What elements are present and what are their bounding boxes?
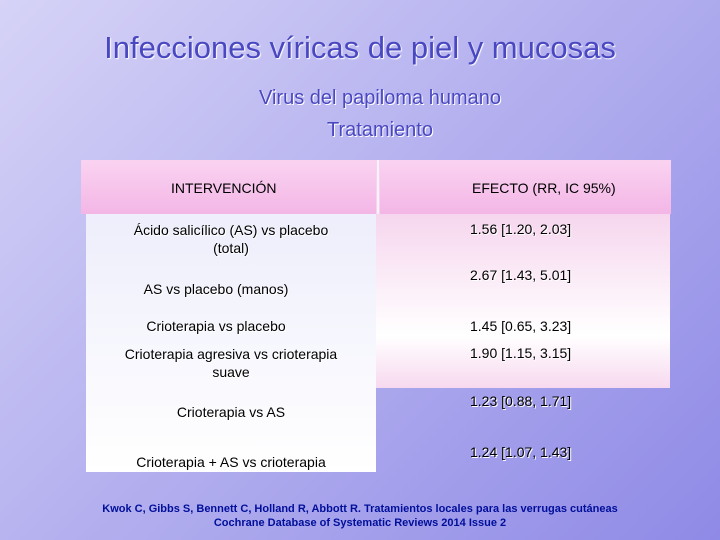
intervention-cell: Ácido salicílico (AS) vs placebo (total) bbox=[133, 222, 329, 256]
effect-cell: 1.45 [0.65, 3.23] bbox=[470, 318, 572, 334]
citation-source: Cochrane Database of Systematic Reviews … bbox=[213, 517, 507, 529]
citation-authors: Kwok C, Gibbs S, Bennett C, Holland R, A… bbox=[102, 503, 618, 515]
table-header-row: INTERVENCIÓN EFECTO (RR, IC 95%) bbox=[81, 160, 671, 214]
header-intervention: INTERVENCIÓN bbox=[171, 180, 277, 196]
effect-cell: 1.23 [0.88, 1.71] bbox=[470, 393, 572, 409]
intervention-column bbox=[86, 214, 376, 472]
effect-cell: 1.24 [1.07, 1.43] bbox=[470, 444, 572, 460]
effect-cell: 1.90 [1.15, 3.15] bbox=[470, 345, 572, 361]
effect-column bbox=[376, 214, 670, 388]
effect-cell: 2.67 [1.43, 5.01] bbox=[470, 267, 572, 283]
effect-cell: 1.56 [1.20, 2.03] bbox=[470, 221, 572, 237]
slide-title: Infecciones víricas de piel y mucosas bbox=[104, 30, 616, 65]
slide-subtitle-section: Tratamiento bbox=[327, 119, 433, 141]
intervention-cell: AS vs placebo (manos) bbox=[143, 281, 289, 297]
intervention-cell: Crioterapia vs AS bbox=[176, 404, 286, 420]
citation: Kwok C, Gibbs S, Bennett C, Holland R, A… bbox=[0, 502, 720, 530]
intervention-cell: Crioterapia agresiva vs crioterapia suav… bbox=[124, 346, 338, 380]
slide-subtitle-topic: Virus del papiloma humano bbox=[258, 87, 501, 109]
intervention-cell: Crioterapia vs placebo bbox=[146, 318, 286, 334]
header-effect: EFECTO (RR, IC 95%) bbox=[472, 180, 616, 196]
intervention-cell: Crioterapia + AS vs crioterapia bbox=[136, 454, 326, 470]
